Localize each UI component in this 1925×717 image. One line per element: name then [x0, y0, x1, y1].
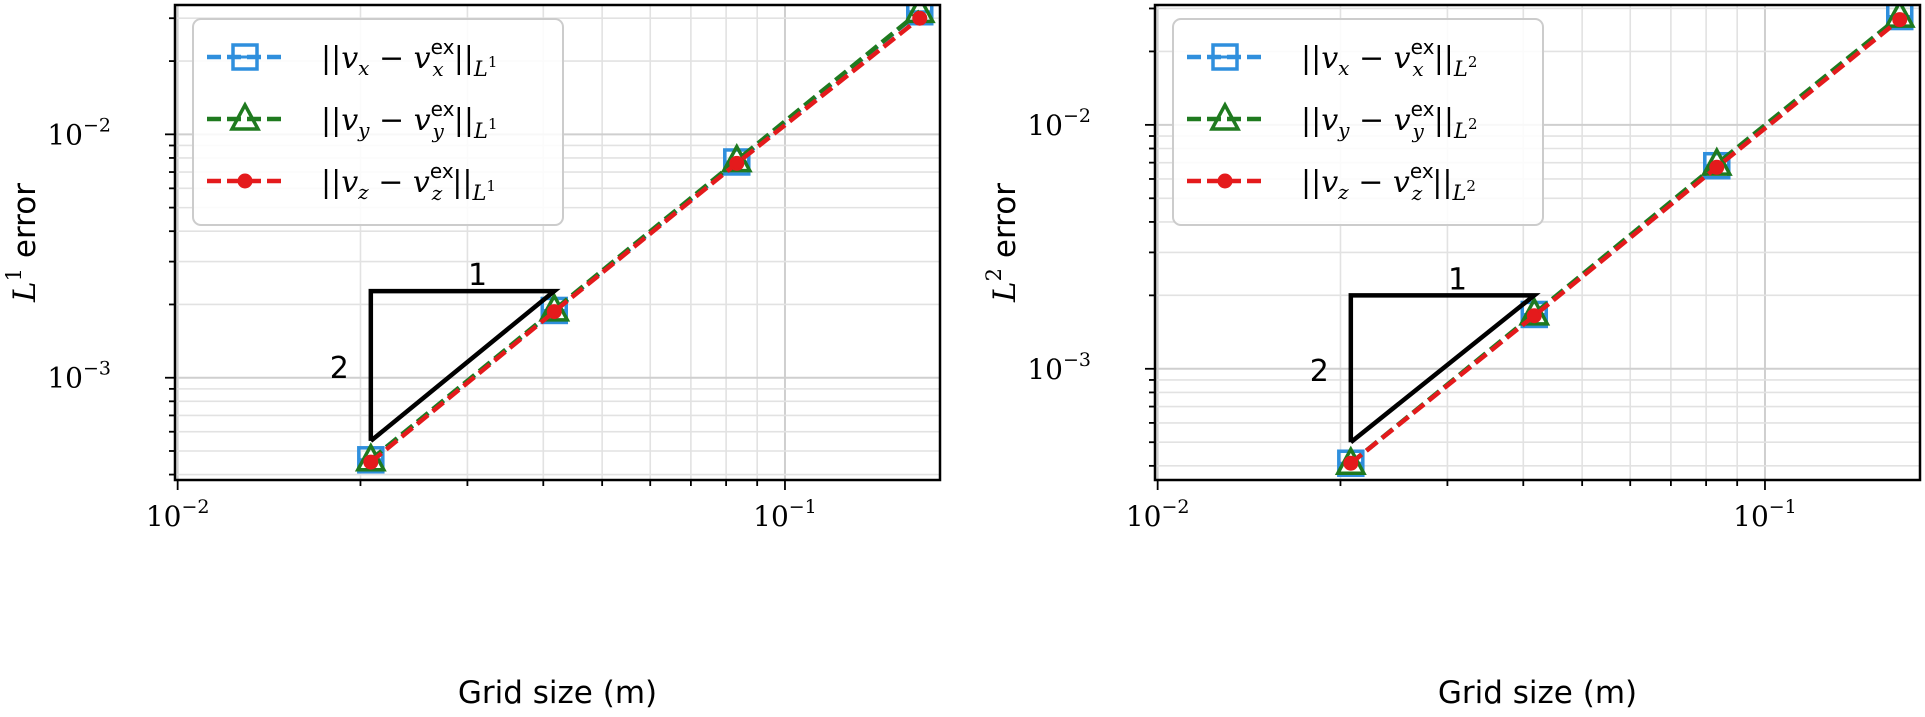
legend: ||vx − vex x ||L1 ||vy − vex y ||L1 ||vz − vex… [192, 18, 564, 226]
series-line [1349, 14, 1902, 465]
x-tick-label: 10−1 [1733, 496, 1797, 533]
plot-frame [173, 3, 942, 482]
triangle-marker [1209, 101, 1241, 131]
slope-rise-label: 2 [1310, 354, 1329, 389]
series-z [363, 10, 928, 470]
circle-marker [729, 155, 745, 171]
circle-marker [912, 10, 928, 26]
legend-item-x: ||vx − vex x ||L2 [1187, 35, 1477, 81]
slope-run-label: 1 [468, 258, 487, 293]
slope-triangle-lines [1348, 293, 1541, 444]
square-marker [1211, 43, 1239, 71]
x-axis-label: Grid size (m) [458, 675, 657, 711]
circle-marker [1217, 173, 1233, 189]
y-tick-label: 10−2 [1027, 105, 1091, 142]
legend-item-y: ||vy − vex y ||L2 [1187, 97, 1477, 143]
legend-label: ||vx − vex x ||L2 [1301, 35, 1477, 81]
y-axis-label: L2 error [982, 183, 1023, 303]
series-line [1349, 17, 1902, 465]
legend-label: ||vy − vex y ||L2 [1301, 97, 1477, 143]
series-line [369, 9, 922, 462]
square-marker [231, 43, 259, 71]
slope-triangle: 12 [330, 258, 561, 443]
circle-marker [1709, 159, 1725, 175]
legend-label: ||vy − vex y ||L1 [321, 97, 497, 143]
circle-marker [1526, 308, 1542, 324]
y-tick-label: 10−3 [47, 358, 111, 395]
series-z [1343, 12, 1908, 471]
y-tick-label: 10−3 [1027, 349, 1091, 386]
legend-label: ||vz − vex z ||L1 [321, 159, 496, 205]
legend-item-y: ||vy − vex y ||L1 [207, 97, 497, 143]
series-line [369, 16, 922, 464]
x-tick-label: 10−1 [753, 496, 817, 533]
circle-marker [1892, 12, 1908, 28]
legend-label: ||vx − vex x ||L1 [321, 35, 497, 81]
legend-box [1172, 18, 1544, 226]
y-tick-label: 10−2 [47, 114, 111, 151]
legend-item-z: ||vz − vex z ||L1 [207, 159, 496, 205]
x-tick-label: 10−2 [1126, 496, 1190, 533]
y-axis-label: L1 error [2, 183, 43, 303]
legend-item-z: ||vz − vex z ||L2 [1187, 159, 1476, 205]
legend-label: ||vz − vex z ||L2 [1301, 159, 1476, 205]
legend-item-x: ||vx − vex x ||L1 [207, 35, 497, 81]
slope-triangle-lines [368, 288, 561, 443]
slope-rise-label: 2 [330, 351, 349, 386]
triangle-marker [229, 101, 261, 131]
circle-marker [1343, 455, 1359, 471]
legend-box [192, 18, 564, 226]
series-group [1334, 5, 1916, 477]
x-tick-label: 10−2 [146, 496, 210, 533]
slope-triangle: 12 [1310, 262, 1541, 444]
circle-marker [363, 454, 379, 470]
series-group [354, 5, 936, 474]
slope-run-label: 1 [1448, 262, 1467, 297]
plot-frame [1153, 3, 1922, 482]
x-axis-label: Grid size (m) [1438, 675, 1637, 711]
circle-marker [546, 304, 562, 320]
circle-marker [237, 173, 253, 189]
legend: ||vx − vex x ||L2 ||vy − vex y ||L2 ||vz − vex… [1172, 18, 1544, 226]
